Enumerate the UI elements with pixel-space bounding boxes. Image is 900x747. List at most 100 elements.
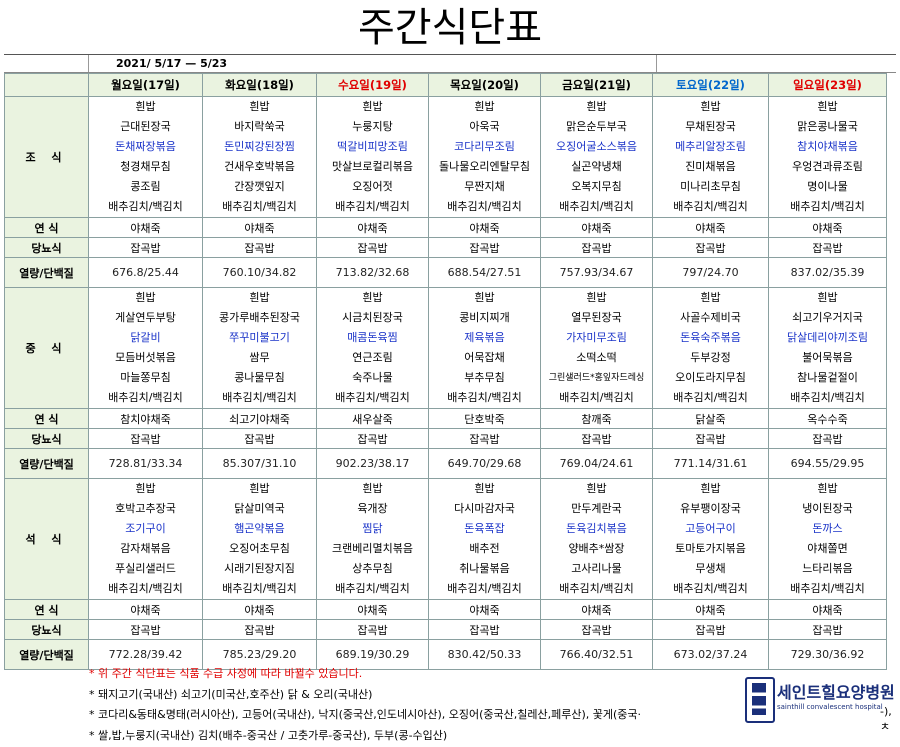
row-label: 당뇨식: [4, 428, 89, 449]
menu-item: 모듬버섯볶음: [115, 351, 176, 364]
menu-item: 크랜베리멸치볶음: [332, 542, 413, 555]
menu-item: 돈육숙주볶음: [680, 331, 741, 344]
menu-item: 토마토가지볶음: [675, 542, 746, 555]
nutrition-value: 771.14/31.61: [652, 448, 769, 479]
menu-item: 배추김치/백김치: [673, 391, 748, 404]
menu-item: 잡곡밥: [652, 237, 769, 258]
breakfast-row: 조 식 흰밥 근대된장국 돈채짜장볶음 청경채무침 콩조림 배추김치/백김치 흰밥 바지락쑥국 돈…: [4, 96, 887, 218]
menu-item: 무짠지채: [464, 180, 505, 193]
nutrition-value: 688.54/27.51: [428, 257, 541, 288]
menu-item: 아욱국: [469, 120, 500, 133]
nutrition-value: 713.82/32.68: [316, 257, 429, 288]
row-label: 연 식: [4, 217, 89, 238]
meal-cell: 흰밥 만두계란국 돈육김치볶음 양배추*쌈장 고사리나물 배추김치/백김치: [540, 478, 653, 600]
menu-item: 제육볶음: [464, 331, 505, 344]
menu-item: 잡곡밥: [540, 237, 653, 258]
note-line: * 돼지고기(국내산) 쇠고기(미국산,호주산) 닭 & 오리(국내산): [89, 687, 373, 701]
menu-item: 돈육폭잡: [464, 522, 505, 535]
menu-item: 쇠고기우거지국: [792, 311, 863, 324]
menu-item: 다시마감자국: [454, 502, 515, 515]
meal-cell: 흰밥 맑은순두부국 오징어굴소스볶음 실곤약냉채 오복지무침 배추김치/백김치: [540, 96, 653, 218]
menu-item: 배추전: [469, 542, 500, 555]
menu-item: 부추무침: [464, 371, 505, 384]
menu-item: 배추김치/백김치: [559, 200, 634, 213]
menu-item: 배추김치/백김치: [447, 200, 522, 213]
nutrition-value: 649.70/29.68: [428, 448, 541, 479]
dinner-row: 석 식 흰밥 호박고추장국 조기구이 감자채볶음 푸실리샐러드 배추김치/백김치 흰밥 닭살미역…: [4, 478, 887, 600]
menu-item: 닭갈비: [130, 331, 161, 344]
meal-cell: 흰밥 육개장 찜닭 크랜베리멸치볶음 상추무침 배추김치/백김치: [316, 478, 429, 600]
menu-item: 푸실리샐러드: [115, 562, 176, 575]
menu-item: 오징어젓: [352, 180, 393, 193]
meal-cell: 흰밥 맑은콩나물국 참치야채볶음 우엉견과류조림 명이나물 배추김치/백김치: [768, 96, 887, 218]
menu-item: 햄곤약볶음: [234, 522, 285, 535]
menu-item: 잡곡밥: [428, 619, 541, 640]
menu-item: 야채죽: [652, 217, 769, 238]
nutrition-value: 694.55/29.95: [768, 448, 887, 479]
menu-item: 흰밥: [362, 482, 383, 495]
menu-item: 게살연두부탕: [115, 311, 176, 324]
menu-item: 맛살브로컬리볶음: [332, 160, 413, 173]
menu-item: 건새우호박볶음: [224, 160, 295, 173]
menu-item: 양배추*쌈장: [568, 542, 625, 555]
menu-item: 야채죽: [652, 599, 769, 620]
divider: [656, 55, 657, 72]
menu-item: 돈육김치볶음: [566, 522, 627, 535]
menu-item: 잡곡밥: [540, 619, 653, 640]
menu-item: 잡곡밥: [652, 619, 769, 640]
meal-cell: 흰밥 누룽지탕 떡갈비피망조림 맛살브로컬리볶음 오징어젓 배추김치/백김치: [316, 96, 429, 218]
menu-item: 잡곡밥: [316, 428, 429, 449]
menu-item: 돈까스: [812, 522, 843, 535]
menu-item: 배추김치/백김치: [222, 391, 297, 404]
note-overflow-text: -), ㅊ: [880, 705, 892, 733]
meal-cell: 흰밥 사골수제비국 돈육숙주볶음 두부강정 오이도라지무침 배추김치/백김치: [652, 287, 769, 409]
menu-item: 콩조림: [130, 180, 161, 193]
meal-cell: 흰밥 바지락쑥국 돈민찌강된장찜 건새우호박볶음 간장깻잎지 배추김치/백김치: [202, 96, 317, 218]
nutrition-value: 785.23/29.20: [202, 639, 317, 670]
day-header: 목요일(20일): [428, 73, 541, 97]
menu-item: 돈민찌강된장찜: [224, 140, 295, 153]
note-line: * 위 주간 식단표는 식품 수급 사정에 따라 바뀔수 있습니다.: [89, 667, 363, 680]
menu-item: 배추김치/백김치: [447, 582, 522, 595]
dinner_diabetic-row: 당뇨식 잡곡밥 잡곡밥 잡곡밥 잡곡밥 잡곡밥 잡곡밥 잡곡밥: [4, 619, 887, 640]
meal-cell: 흰밥 시금치된장국 매콤돈육찜 연근조림 숙주나물 배추김치/백김치: [316, 287, 429, 409]
menu-item: 야채죽: [316, 217, 429, 238]
menu-item: 돌나물오리엔탈무침: [438, 160, 531, 173]
meal-cell: 흰밥 닭살미역국 햄곤약볶음 오징어초무침 시래기된장지짐 배추김치/백김치: [202, 478, 317, 600]
menu-item: 맑은콩나물국: [797, 120, 858, 133]
day-header: 토요일(22일): [652, 73, 769, 97]
menu-item: 사골수제비국: [680, 311, 741, 324]
menu-item: 진미채볶음: [685, 160, 736, 173]
hospital-subtitle: sainthill convalescent hospital: [777, 703, 883, 711]
menu-item: 야채죽: [88, 217, 203, 238]
menu-item: 오징어초무침: [229, 542, 290, 555]
hospital-logo: 세인트힐요양병원 sainthill convalescent hospital: [745, 677, 895, 723]
menu-item: 배추김치/백김치: [335, 391, 410, 404]
menu-item: 오이도라지무침: [675, 371, 746, 384]
meal-cell: 흰밥 쇠고기우거지국 닭살데리야끼조림 불어묵볶음 참나물겉절이 배추김치/백김치: [768, 287, 887, 409]
breakfast_diabetic-row: 당뇨식 잡곡밥 잡곡밥 잡곡밥 잡곡밥 잡곡밥 잡곡밥 잡곡밥: [4, 237, 887, 258]
menu-item: 흰밥: [249, 100, 270, 113]
menu-item: 유부팽이장국: [680, 502, 741, 515]
row-label: 당뇨식: [4, 237, 89, 258]
row-label: 연 식: [4, 599, 89, 620]
menu-item: 감자채볶음: [120, 542, 171, 555]
menu-item: 배추김치/백김치: [222, 200, 297, 213]
menu-item: 잡곡밥: [202, 619, 317, 640]
menu-item: 연근조림: [352, 351, 393, 364]
menu-item: 콩나물무침: [234, 371, 285, 384]
lunch_diabetic-row: 당뇨식 잡곡밥 잡곡밥 잡곡밥 잡곡밥 잡곡밥 잡곡밥 잡곡밥: [4, 428, 887, 449]
menu-item: 잡곡밥: [202, 428, 317, 449]
menu-item: 흰밥: [135, 482, 156, 495]
menu-item: 야채죽: [540, 217, 653, 238]
row-label: 열량/단백질: [4, 257, 89, 288]
menu-item: 마늘쫑무침: [120, 371, 171, 384]
menu-item: 배추김치/백김치: [790, 582, 865, 595]
menu-item: 흰밥: [700, 482, 721, 495]
menu-item: 야채죽: [768, 599, 887, 620]
menu-item: 소떡소떡: [576, 351, 617, 364]
notes-section: * 위 주간 식단표는 식품 수급 사정에 따라 바뀔수 있습니다. * 돼지고…: [89, 664, 896, 746]
menu-item: 배추김치/백김치: [790, 391, 865, 404]
menu-item: 배추김치/백김치: [559, 582, 634, 595]
menu-item: 야채죽: [768, 217, 887, 238]
